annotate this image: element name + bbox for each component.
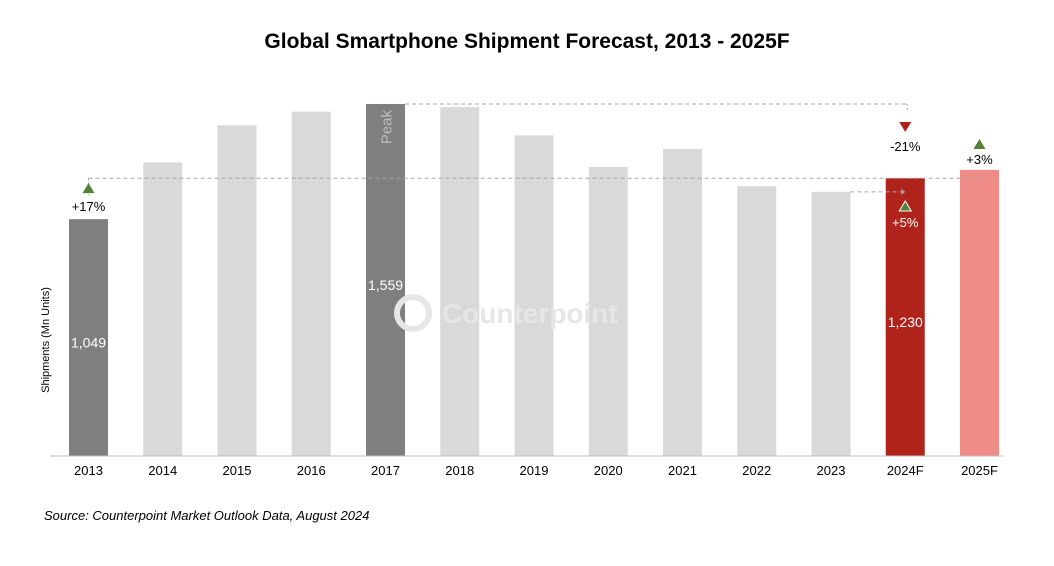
change-label-2013-+17pct: +17% xyxy=(72,199,106,214)
x-tick-label-2014: 2014 xyxy=(148,463,177,478)
bar-2018 xyxy=(440,107,480,456)
x-tick-label-2015: 2015 xyxy=(223,463,252,478)
data-label-2024F: 1,230 xyxy=(888,314,923,330)
bar-2014 xyxy=(143,162,183,456)
bar-2025F xyxy=(960,169,999,456)
bar-2013 xyxy=(69,219,108,456)
bar-2023 xyxy=(811,191,851,456)
down-triangle-icon-2024F xyxy=(899,122,912,132)
x-tick-label-2023: 2023 xyxy=(817,463,846,478)
watermark-logo-icon xyxy=(394,294,432,332)
bar-2015 xyxy=(217,125,257,456)
bar-2022 xyxy=(737,186,777,456)
up-triangle-icon-2025F xyxy=(973,139,986,149)
change-label-2024F--21pct: -21% xyxy=(890,139,921,154)
bar-2021 xyxy=(663,148,702,457)
up-triangle-icon-2024F-+5 xyxy=(898,200,913,212)
x-tick-label-2017: 2017 xyxy=(371,463,400,478)
x-tick-label-2022: 2022 xyxy=(742,463,771,478)
bar-2024F xyxy=(885,178,925,457)
x-tick-label-2024F: 2024F xyxy=(887,463,924,478)
x-tick-label-2021: 2021 xyxy=(668,463,697,478)
bar-2016 xyxy=(291,111,331,456)
x-tick-label-2019: 2019 xyxy=(520,463,549,478)
arrowhead-icon xyxy=(901,188,906,195)
data-label-2013: 1,049 xyxy=(71,335,106,351)
change-label-2025F-+3pct: +3% xyxy=(966,152,993,167)
bar-2020 xyxy=(588,166,628,456)
up-triangle-icon-2013 xyxy=(82,183,95,194)
watermark-text: Counterpoint xyxy=(442,298,618,329)
change-label-2024F-+5pct: +5% xyxy=(892,215,919,230)
source-note: Source: Counterpoint Market Outlook Data… xyxy=(44,508,370,523)
x-tick-label-2018: 2018 xyxy=(445,463,474,478)
x-tick-label-2020: 2020 xyxy=(594,463,623,478)
x-tick-label-2013: 2013 xyxy=(74,463,103,478)
peak-annotation: Peak xyxy=(379,109,396,144)
bar-2019 xyxy=(514,135,554,456)
x-tick-label-2016: 2016 xyxy=(297,463,326,478)
x-tick-label-2025F: 2025F xyxy=(961,463,998,478)
watermark: Counterpoint xyxy=(394,294,618,332)
bar-2017 xyxy=(366,103,405,457)
data-label-2017: 1,559 xyxy=(368,277,403,293)
chart-title: Global Smartphone Shipment Forecast, 201… xyxy=(264,30,790,53)
